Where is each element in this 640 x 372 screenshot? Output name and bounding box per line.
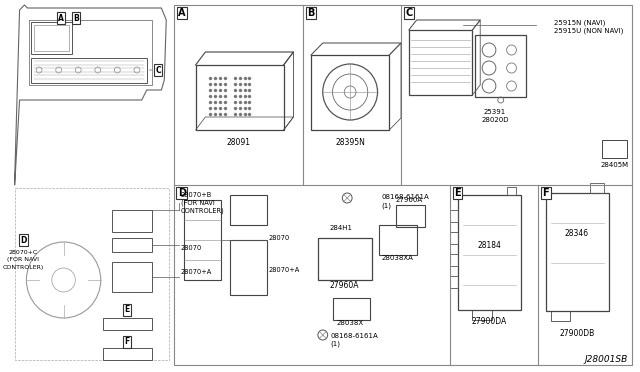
Text: 284H1: 284H1 bbox=[330, 225, 353, 231]
Text: E: E bbox=[454, 188, 461, 198]
Bar bbox=[174, 5, 632, 365]
Text: CONTROLER): CONTROLER) bbox=[181, 208, 225, 214]
Text: (1): (1) bbox=[331, 341, 340, 347]
Text: CONTROLER): CONTROLER) bbox=[3, 266, 44, 270]
Text: 28070: 28070 bbox=[269, 235, 290, 241]
Bar bbox=[550, 311, 570, 321]
Bar bbox=[196, 65, 284, 130]
Text: 25915N (NAVI): 25915N (NAVI) bbox=[554, 20, 605, 26]
Text: 28346: 28346 bbox=[565, 228, 589, 237]
Bar bbox=[230, 195, 267, 225]
Text: (1): (1) bbox=[381, 203, 392, 209]
Text: 28184: 28184 bbox=[477, 241, 501, 250]
Text: 28020D: 28020D bbox=[481, 117, 509, 123]
Bar bbox=[472, 310, 492, 320]
Bar bbox=[450, 276, 458, 288]
Bar bbox=[380, 225, 417, 255]
Bar bbox=[396, 205, 426, 227]
Bar bbox=[102, 318, 152, 330]
Text: A: A bbox=[178, 8, 186, 18]
Bar bbox=[318, 238, 372, 280]
Bar bbox=[546, 193, 609, 311]
Bar bbox=[458, 195, 522, 310]
Bar bbox=[507, 187, 516, 195]
Text: E: E bbox=[125, 305, 130, 314]
Text: J28001SB: J28001SB bbox=[585, 356, 628, 365]
Text: C: C bbox=[156, 65, 161, 74]
Bar bbox=[31, 22, 72, 54]
Text: 27900DB: 27900DB bbox=[559, 328, 595, 337]
Text: 25915U (NON NAVI): 25915U (NON NAVI) bbox=[554, 28, 623, 34]
Bar bbox=[333, 298, 370, 320]
Text: B: B bbox=[74, 13, 79, 22]
Text: B: B bbox=[307, 8, 315, 18]
Text: D: D bbox=[178, 188, 186, 198]
Bar bbox=[113, 238, 152, 252]
Text: 28091: 28091 bbox=[227, 138, 251, 147]
Text: C: C bbox=[405, 8, 412, 18]
Text: (FOR NAVI: (FOR NAVI bbox=[8, 257, 40, 263]
Text: D: D bbox=[20, 235, 27, 244]
Text: 28070+B: 28070+B bbox=[181, 192, 212, 198]
Bar bbox=[230, 240, 267, 295]
Bar bbox=[450, 254, 458, 266]
Bar bbox=[476, 35, 526, 97]
Text: 08168-6161A: 08168-6161A bbox=[381, 194, 429, 200]
Text: A: A bbox=[58, 13, 63, 22]
Text: 28070+A: 28070+A bbox=[269, 267, 300, 273]
Text: 25391: 25391 bbox=[484, 109, 506, 115]
Text: 08168-6161A: 08168-6161A bbox=[331, 333, 378, 339]
Text: 28038X: 28038X bbox=[337, 320, 364, 326]
Text: 28070+A: 28070+A bbox=[181, 269, 212, 275]
Text: 27900DA: 27900DA bbox=[472, 317, 507, 327]
Text: 28038XA: 28038XA bbox=[381, 255, 413, 261]
Text: 28070: 28070 bbox=[181, 245, 202, 251]
Text: F: F bbox=[125, 337, 130, 346]
Bar bbox=[113, 210, 152, 232]
Bar bbox=[113, 262, 152, 292]
Text: (FOR NAVI: (FOR NAVI bbox=[181, 200, 214, 206]
Bar bbox=[311, 55, 389, 130]
Bar bbox=[31, 58, 147, 83]
Text: 28405M: 28405M bbox=[600, 162, 628, 168]
Bar bbox=[450, 210, 458, 222]
Text: 28070+C: 28070+C bbox=[9, 250, 38, 254]
Bar bbox=[602, 140, 627, 158]
Bar bbox=[184, 200, 221, 280]
Bar bbox=[450, 232, 458, 244]
Text: 28395N: 28395N bbox=[335, 138, 365, 147]
Bar bbox=[409, 30, 472, 95]
Text: 27960A: 27960A bbox=[396, 197, 422, 203]
Bar bbox=[15, 188, 169, 360]
Text: F: F bbox=[543, 188, 549, 198]
Text: 27960A: 27960A bbox=[330, 280, 359, 289]
Bar bbox=[589, 183, 604, 193]
Bar bbox=[34, 25, 69, 51]
Bar bbox=[102, 348, 152, 360]
